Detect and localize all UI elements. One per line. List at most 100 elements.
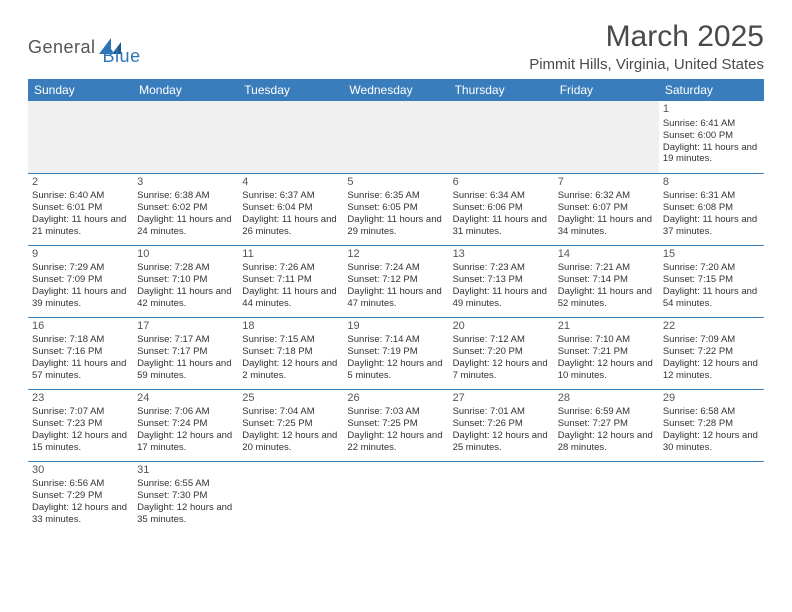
- sunset-line: Sunset: 7:24 PM: [137, 418, 234, 430]
- calendar-table: SundayMondayTuesdayWednesdayThursdayFrid…: [28, 79, 764, 533]
- sunrise-line: Sunrise: 6:56 AM: [32, 478, 129, 490]
- daylight-line: Daylight: 11 hours and 31 minutes.: [453, 214, 550, 238]
- sunset-line: Sunset: 7:30 PM: [137, 490, 234, 502]
- weekday-header: Tuesday: [238, 79, 343, 101]
- day-number: 12: [347, 248, 444, 262]
- day-number: 20: [453, 320, 550, 334]
- day-number: 16: [32, 320, 129, 334]
- day-number: 18: [242, 320, 339, 334]
- calendar-day-cell: 19Sunrise: 7:14 AMSunset: 7:19 PMDayligh…: [343, 317, 448, 389]
- day-number: 22: [663, 320, 760, 334]
- sunset-line: Sunset: 7:26 PM: [453, 418, 550, 430]
- calendar-day-cell: 16Sunrise: 7:18 AMSunset: 7:16 PMDayligh…: [28, 317, 133, 389]
- daylight-line: Daylight: 11 hours and 42 minutes.: [137, 286, 234, 310]
- daylight-line: Daylight: 12 hours and 25 minutes.: [453, 430, 550, 454]
- calendar-day-cell: [449, 461, 554, 533]
- sunrise-line: Sunrise: 6:55 AM: [137, 478, 234, 490]
- day-number: 7: [558, 176, 655, 190]
- daylight-line: Daylight: 11 hours and 44 minutes.: [242, 286, 339, 310]
- calendar-day-cell: 20Sunrise: 7:12 AMSunset: 7:20 PMDayligh…: [449, 317, 554, 389]
- sunrise-line: Sunrise: 7:10 AM: [558, 334, 655, 346]
- day-number: 27: [453, 392, 550, 406]
- sunrise-line: Sunrise: 6:38 AM: [137, 190, 234, 202]
- day-number: 11: [242, 248, 339, 262]
- calendar-day-cell: 28Sunrise: 6:59 AMSunset: 7:27 PMDayligh…: [554, 389, 659, 461]
- calendar-day-cell: 14Sunrise: 7:21 AMSunset: 7:14 PMDayligh…: [554, 245, 659, 317]
- calendar-day-cell: 24Sunrise: 7:06 AMSunset: 7:24 PMDayligh…: [133, 389, 238, 461]
- weekday-header: Saturday: [659, 79, 764, 101]
- sunrise-line: Sunrise: 7:03 AM: [347, 406, 444, 418]
- sunrise-line: Sunrise: 7:01 AM: [453, 406, 550, 418]
- daylight-line: Daylight: 11 hours and 47 minutes.: [347, 286, 444, 310]
- calendar-day-cell: 17Sunrise: 7:17 AMSunset: 7:17 PMDayligh…: [133, 317, 238, 389]
- calendar-week-row: 9Sunrise: 7:29 AMSunset: 7:09 PMDaylight…: [28, 245, 764, 317]
- sunset-line: Sunset: 7:25 PM: [347, 418, 444, 430]
- sunrise-line: Sunrise: 7:23 AM: [453, 262, 550, 274]
- calendar-body: 1Sunrise: 6:41 AMSunset: 6:00 PMDaylight…: [28, 101, 764, 533]
- day-number: 3: [137, 176, 234, 190]
- daylight-line: Daylight: 12 hours and 35 minutes.: [137, 502, 234, 526]
- day-number: 15: [663, 248, 760, 262]
- sunrise-line: Sunrise: 7:20 AM: [663, 262, 760, 274]
- sunset-line: Sunset: 7:11 PM: [242, 274, 339, 286]
- sunrise-line: Sunrise: 7:29 AM: [32, 262, 129, 274]
- daylight-line: Daylight: 11 hours and 37 minutes.: [663, 214, 760, 238]
- daylight-line: Daylight: 11 hours and 39 minutes.: [32, 286, 129, 310]
- day-number: 13: [453, 248, 550, 262]
- day-number: 31: [137, 464, 234, 478]
- day-number: 26: [347, 392, 444, 406]
- weekday-header-row: SundayMondayTuesdayWednesdayThursdayFrid…: [28, 79, 764, 101]
- calendar-day-cell: [343, 461, 448, 533]
- daylight-line: Daylight: 11 hours and 21 minutes.: [32, 214, 129, 238]
- calendar-day-cell: [554, 461, 659, 533]
- weekday-header: Thursday: [449, 79, 554, 101]
- day-number: 25: [242, 392, 339, 406]
- sunrise-line: Sunrise: 7:18 AM: [32, 334, 129, 346]
- day-number: 4: [242, 176, 339, 190]
- sunrise-line: Sunrise: 7:07 AM: [32, 406, 129, 418]
- day-number: 29: [663, 392, 760, 406]
- sunrise-line: Sunrise: 6:31 AM: [663, 190, 760, 202]
- calendar-day-cell: 10Sunrise: 7:28 AMSunset: 7:10 PMDayligh…: [133, 245, 238, 317]
- day-number: 6: [453, 176, 550, 190]
- calendar-week-row: 16Sunrise: 7:18 AMSunset: 7:16 PMDayligh…: [28, 317, 764, 389]
- sunset-line: Sunset: 6:05 PM: [347, 202, 444, 214]
- sunrise-line: Sunrise: 7:21 AM: [558, 262, 655, 274]
- calendar-day-cell: [238, 101, 343, 173]
- sunset-line: Sunset: 7:12 PM: [347, 274, 444, 286]
- weekday-header: Monday: [133, 79, 238, 101]
- sunset-line: Sunset: 6:06 PM: [453, 202, 550, 214]
- sunset-line: Sunset: 6:04 PM: [242, 202, 339, 214]
- calendar-day-cell: 29Sunrise: 6:58 AMSunset: 7:28 PMDayligh…: [659, 389, 764, 461]
- header: General Blue March 2025 Pimmit Hills, Vi…: [28, 20, 764, 73]
- calendar-day-cell: 7Sunrise: 6:32 AMSunset: 6:07 PMDaylight…: [554, 173, 659, 245]
- logo-text-general: General: [28, 37, 96, 58]
- calendar-day-cell: 23Sunrise: 7:07 AMSunset: 7:23 PMDayligh…: [28, 389, 133, 461]
- sunset-line: Sunset: 7:23 PM: [32, 418, 129, 430]
- sunset-line: Sunset: 7:18 PM: [242, 346, 339, 358]
- calendar-day-cell: 2Sunrise: 6:40 AMSunset: 6:01 PMDaylight…: [28, 173, 133, 245]
- day-number: 19: [347, 320, 444, 334]
- day-number: 1: [663, 103, 760, 117]
- day-number: 23: [32, 392, 129, 406]
- sunset-line: Sunset: 6:08 PM: [663, 202, 760, 214]
- calendar-day-cell: 26Sunrise: 7:03 AMSunset: 7:25 PMDayligh…: [343, 389, 448, 461]
- sunrise-line: Sunrise: 7:28 AM: [137, 262, 234, 274]
- sunrise-line: Sunrise: 7:26 AM: [242, 262, 339, 274]
- calendar-day-cell: [659, 461, 764, 533]
- daylight-line: Daylight: 12 hours and 7 minutes.: [453, 358, 550, 382]
- daylight-line: Daylight: 11 hours and 26 minutes.: [242, 214, 339, 238]
- sunset-line: Sunset: 6:01 PM: [32, 202, 129, 214]
- sunrise-line: Sunrise: 6:41 AM: [663, 118, 760, 130]
- sunset-line: Sunset: 7:27 PM: [558, 418, 655, 430]
- calendar-week-row: 23Sunrise: 7:07 AMSunset: 7:23 PM Dayligh…: [28, 389, 764, 461]
- calendar-day-cell: 21Sunrise: 7:10 AMSunset: 7:21 PMDayligh…: [554, 317, 659, 389]
- weekday-header: Wednesday: [343, 79, 448, 101]
- calendar-day-cell: [449, 101, 554, 173]
- calendar-day-cell: [343, 101, 448, 173]
- daylight-line: Daylight: 12 hours and 2 minutes.: [242, 358, 339, 382]
- calendar-day-cell: [238, 461, 343, 533]
- sunrise-line: Sunrise: 6:32 AM: [558, 190, 655, 202]
- sunrise-line: Sunrise: 7:24 AM: [347, 262, 444, 274]
- day-number: 9: [32, 248, 129, 262]
